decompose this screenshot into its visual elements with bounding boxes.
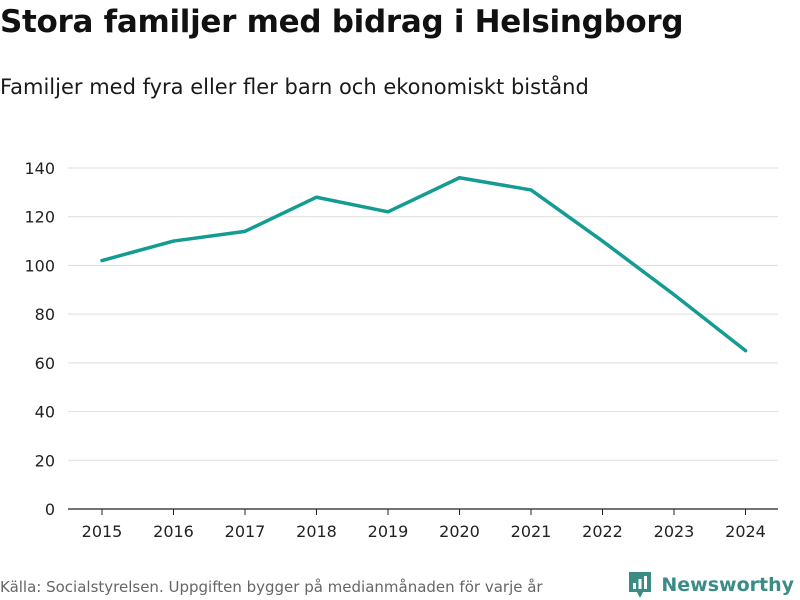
y-tick-label-60: 60 — [35, 354, 55, 373]
x-tick-label-2019: 2019 — [368, 522, 409, 541]
brand[interactable]: Newsworthy — [627, 570, 794, 600]
y-tick-label-20: 20 — [35, 451, 55, 470]
series-line-0 — [100, 175, 748, 353]
y-tick-label-80: 80 — [35, 305, 55, 324]
bar-chart-speech-bubble-icon — [629, 572, 652, 598]
data-point-2019 — [386, 210, 390, 214]
data-point-2018 — [314, 195, 319, 199]
series-layer — [100, 175, 748, 353]
data-point-2023 — [672, 293, 676, 297]
x-tick-label-2022: 2022 — [582, 522, 623, 541]
y-tick-label-140: 140 — [24, 159, 55, 178]
data-point-2015 — [100, 258, 104, 263]
data-point-2021 — [529, 188, 533, 192]
chart-title: Stora familjer med bidrag i Helsingborg — [0, 4, 684, 40]
x-tick-label-2017: 2017 — [225, 522, 266, 541]
data-point-2017 — [243, 229, 247, 233]
data-point-2022 — [600, 239, 605, 243]
y-tick-label-100: 100 — [24, 256, 55, 275]
y-tick-label-40: 40 — [35, 403, 55, 422]
brand-name: Newsworthy — [661, 574, 794, 596]
x-tick-label-2016: 2016 — [153, 522, 194, 541]
x-tick-label-2018: 2018 — [296, 522, 337, 541]
x-tick-label-2020: 2020 — [439, 522, 480, 541]
y-tick-label-120: 120 — [24, 208, 55, 227]
x-tick-label-2023: 2023 — [654, 522, 695, 541]
x-tick-label-2024: 2024 — [725, 522, 766, 541]
x-tick-label-2021: 2021 — [511, 522, 552, 541]
data-point-2020 — [457, 176, 462, 180]
data-point-2024 — [743, 349, 748, 353]
y-axis-ticks: 0 20 40 60 80 100 120 140 — [24, 159, 55, 519]
data-point-2016 — [171, 239, 176, 243]
source-note: Källa: Socialstyrelsen. Uppgiften bygger… — [0, 578, 543, 596]
y-tick-label-0: 0 — [45, 500, 55, 519]
gridlines — [68, 167, 778, 461]
x-axis-ticks: 2015 2016 2017 2018 2019 2020 2021 2022 2023 2024 — [82, 509, 766, 541]
x-tick-label-2015: 2015 — [82, 522, 123, 541]
chart-subtitle: Familjer med fyra eller fler barn och ek… — [0, 75, 589, 99]
